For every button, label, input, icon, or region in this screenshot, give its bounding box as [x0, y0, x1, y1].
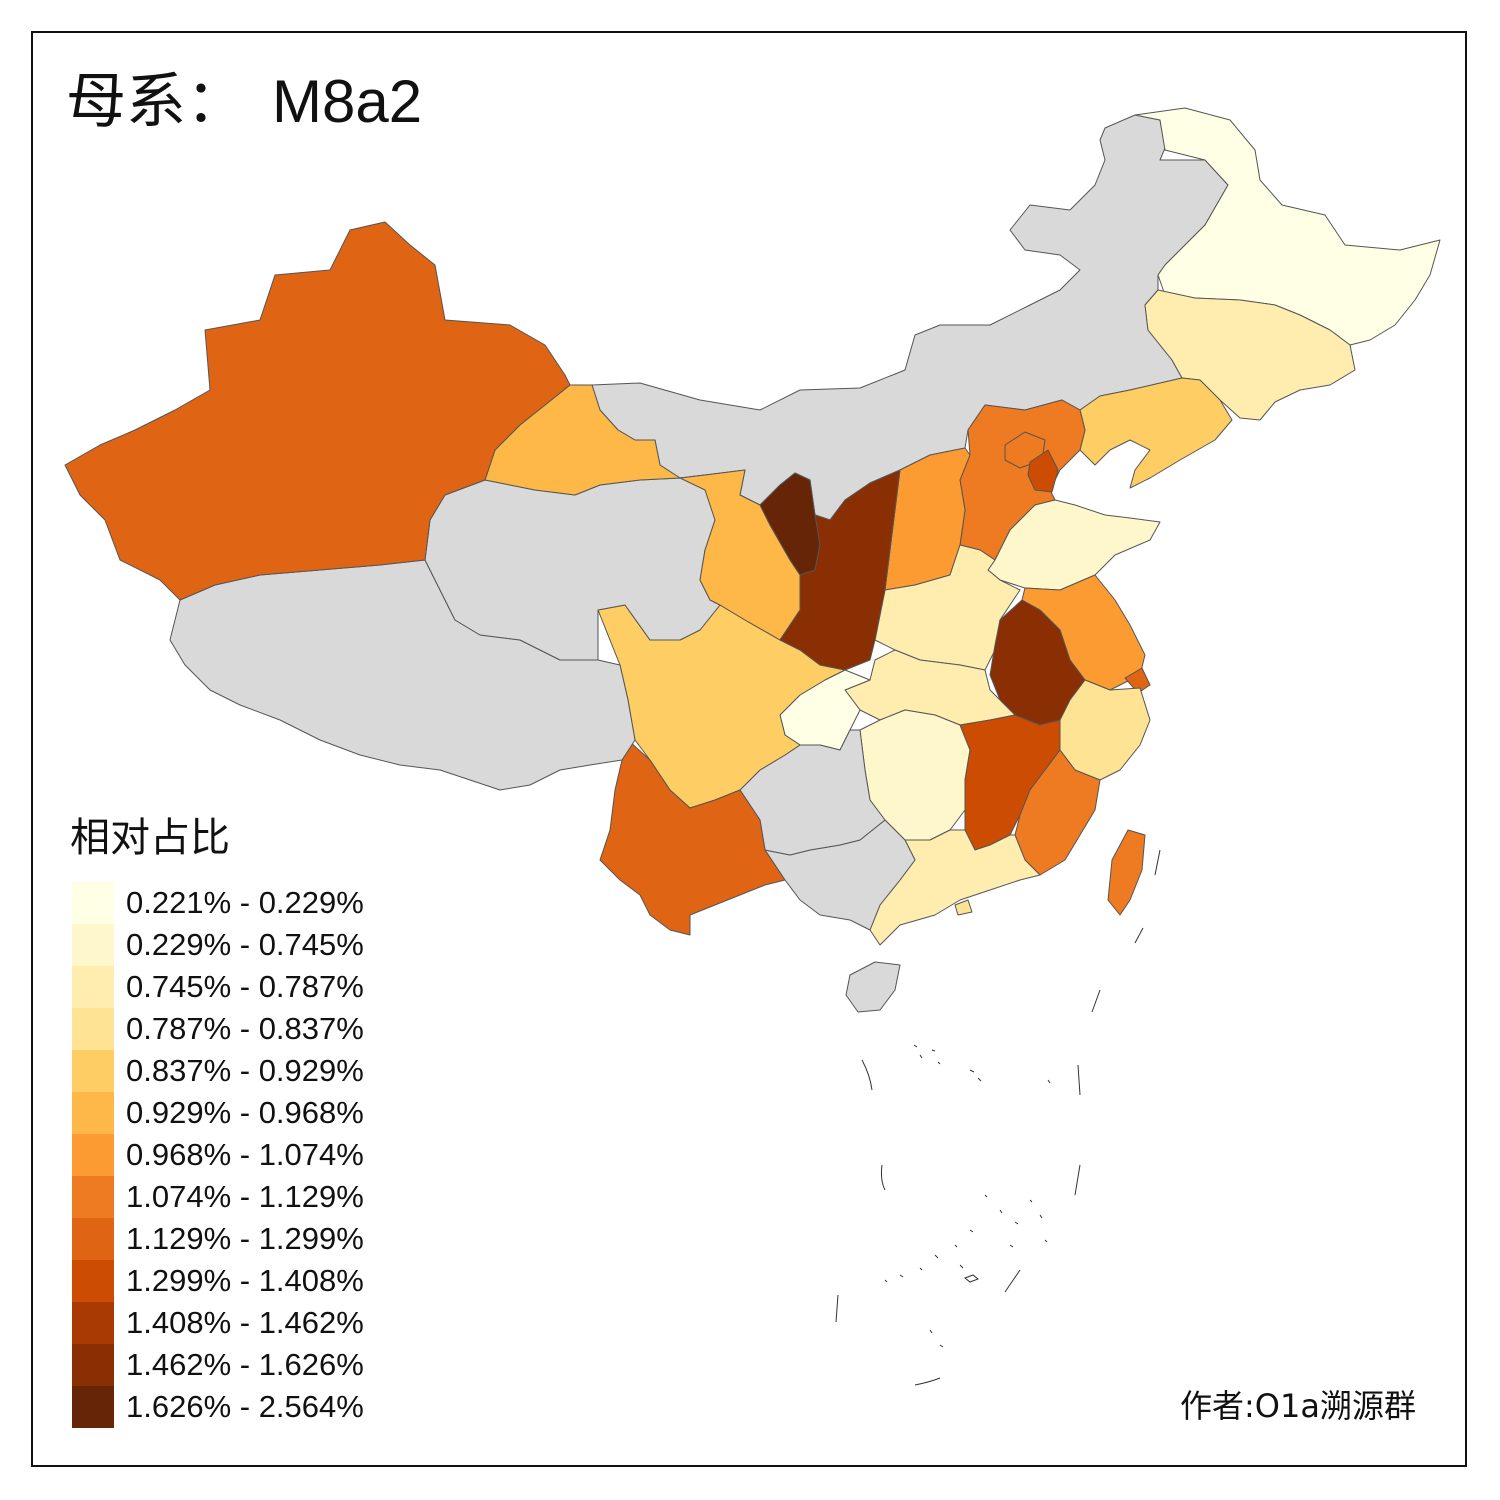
- legend: 0.221% - 0.229% 0.229% - 0.745% 0.745% - 0…: [72, 882, 412, 1428]
- legend-item: 1.462% - 1.626%: [72, 1344, 412, 1386]
- legend-label: 1.074% - 1.129%: [126, 1179, 364, 1214]
- province-shaanxi: [779, 469, 901, 671]
- legend-label: 0.787% - 0.837%: [126, 1011, 364, 1046]
- legend-swatch: [72, 1008, 114, 1050]
- province-xinjiang: [64, 221, 571, 601]
- legend-label: 1.129% - 1.299%: [126, 1221, 364, 1256]
- legend-title: 相对占比: [70, 815, 230, 861]
- province-tianjin: [1027, 449, 1059, 493]
- legend-item: 0.787% - 0.837%: [72, 1008, 412, 1050]
- author-credit: 作者:O1a溯源群: [1180, 1387, 1416, 1425]
- province-jilin: [1144, 289, 1356, 421]
- legend-swatch: [72, 924, 114, 966]
- legend-item: 1.299% - 1.408%: [72, 1260, 412, 1302]
- legend-item: 0.229% - 0.745%: [72, 924, 412, 966]
- province-henan: [874, 544, 1021, 671]
- legend-swatch: [72, 1386, 114, 1428]
- legend-label: 1.408% - 1.462%: [126, 1305, 364, 1340]
- legend-label: 0.929% - 0.968%: [126, 1095, 364, 1130]
- legend-item: 0.837% - 0.929%: [72, 1050, 412, 1092]
- legend-label: 0.968% - 1.074%: [126, 1137, 364, 1172]
- legend-item: 0.968% - 1.074%: [72, 1134, 412, 1176]
- legend-item: 0.221% - 0.229%: [72, 882, 412, 924]
- province-hainan: [845, 961, 901, 1013]
- province-zhejiang: [1059, 679, 1151, 781]
- legend-swatch: [72, 1302, 114, 1344]
- legend-item: 0.929% - 0.968%: [72, 1092, 412, 1134]
- legend-label: 0.745% - 0.787%: [126, 969, 364, 1004]
- haplogroup-name: M8a2: [272, 68, 423, 135]
- legend-label: 0.229% - 0.745%: [126, 927, 364, 962]
- legend-swatch: [72, 1050, 114, 1092]
- province-shandong: [987, 499, 1161, 591]
- legend-swatch: [72, 1176, 114, 1218]
- south-sea-islands: [835, 849, 1161, 1386]
- map-title: 母系： M8a2: [66, 72, 422, 133]
- legend-label: 1.299% - 1.408%: [126, 1263, 364, 1298]
- legend-swatch: [72, 966, 114, 1008]
- legend-swatch: [72, 1260, 114, 1302]
- legend-label: 1.462% - 1.626%: [126, 1347, 364, 1382]
- legend-swatch: [72, 1134, 114, 1176]
- legend-label: 0.221% - 0.229%: [126, 885, 364, 920]
- legend-item: 1.626% - 2.564%: [72, 1386, 412, 1428]
- legend-swatch: [72, 1344, 114, 1386]
- province-yunnan: [599, 739, 786, 936]
- province-taiwan: [1107, 829, 1146, 916]
- legend-swatch: [72, 1092, 114, 1134]
- province-hongkong: [954, 899, 973, 916]
- title-label: 母系：: [66, 67, 246, 137]
- legend-swatch: [72, 882, 114, 924]
- province-fujian: [1014, 749, 1101, 876]
- legend-item: 1.408% - 1.462%: [72, 1302, 412, 1344]
- legend-label: 1.626% - 2.564%: [126, 1389, 364, 1424]
- legend-swatch: [72, 1218, 114, 1260]
- legend-label: 0.837% - 0.929%: [126, 1053, 364, 1088]
- province-inner-mongolia: [591, 114, 1229, 521]
- legend-item: 1.074% - 1.129%: [72, 1176, 412, 1218]
- legend-item: 0.745% - 0.787%: [72, 966, 412, 1008]
- legend-item: 1.129% - 1.299%: [72, 1218, 412, 1260]
